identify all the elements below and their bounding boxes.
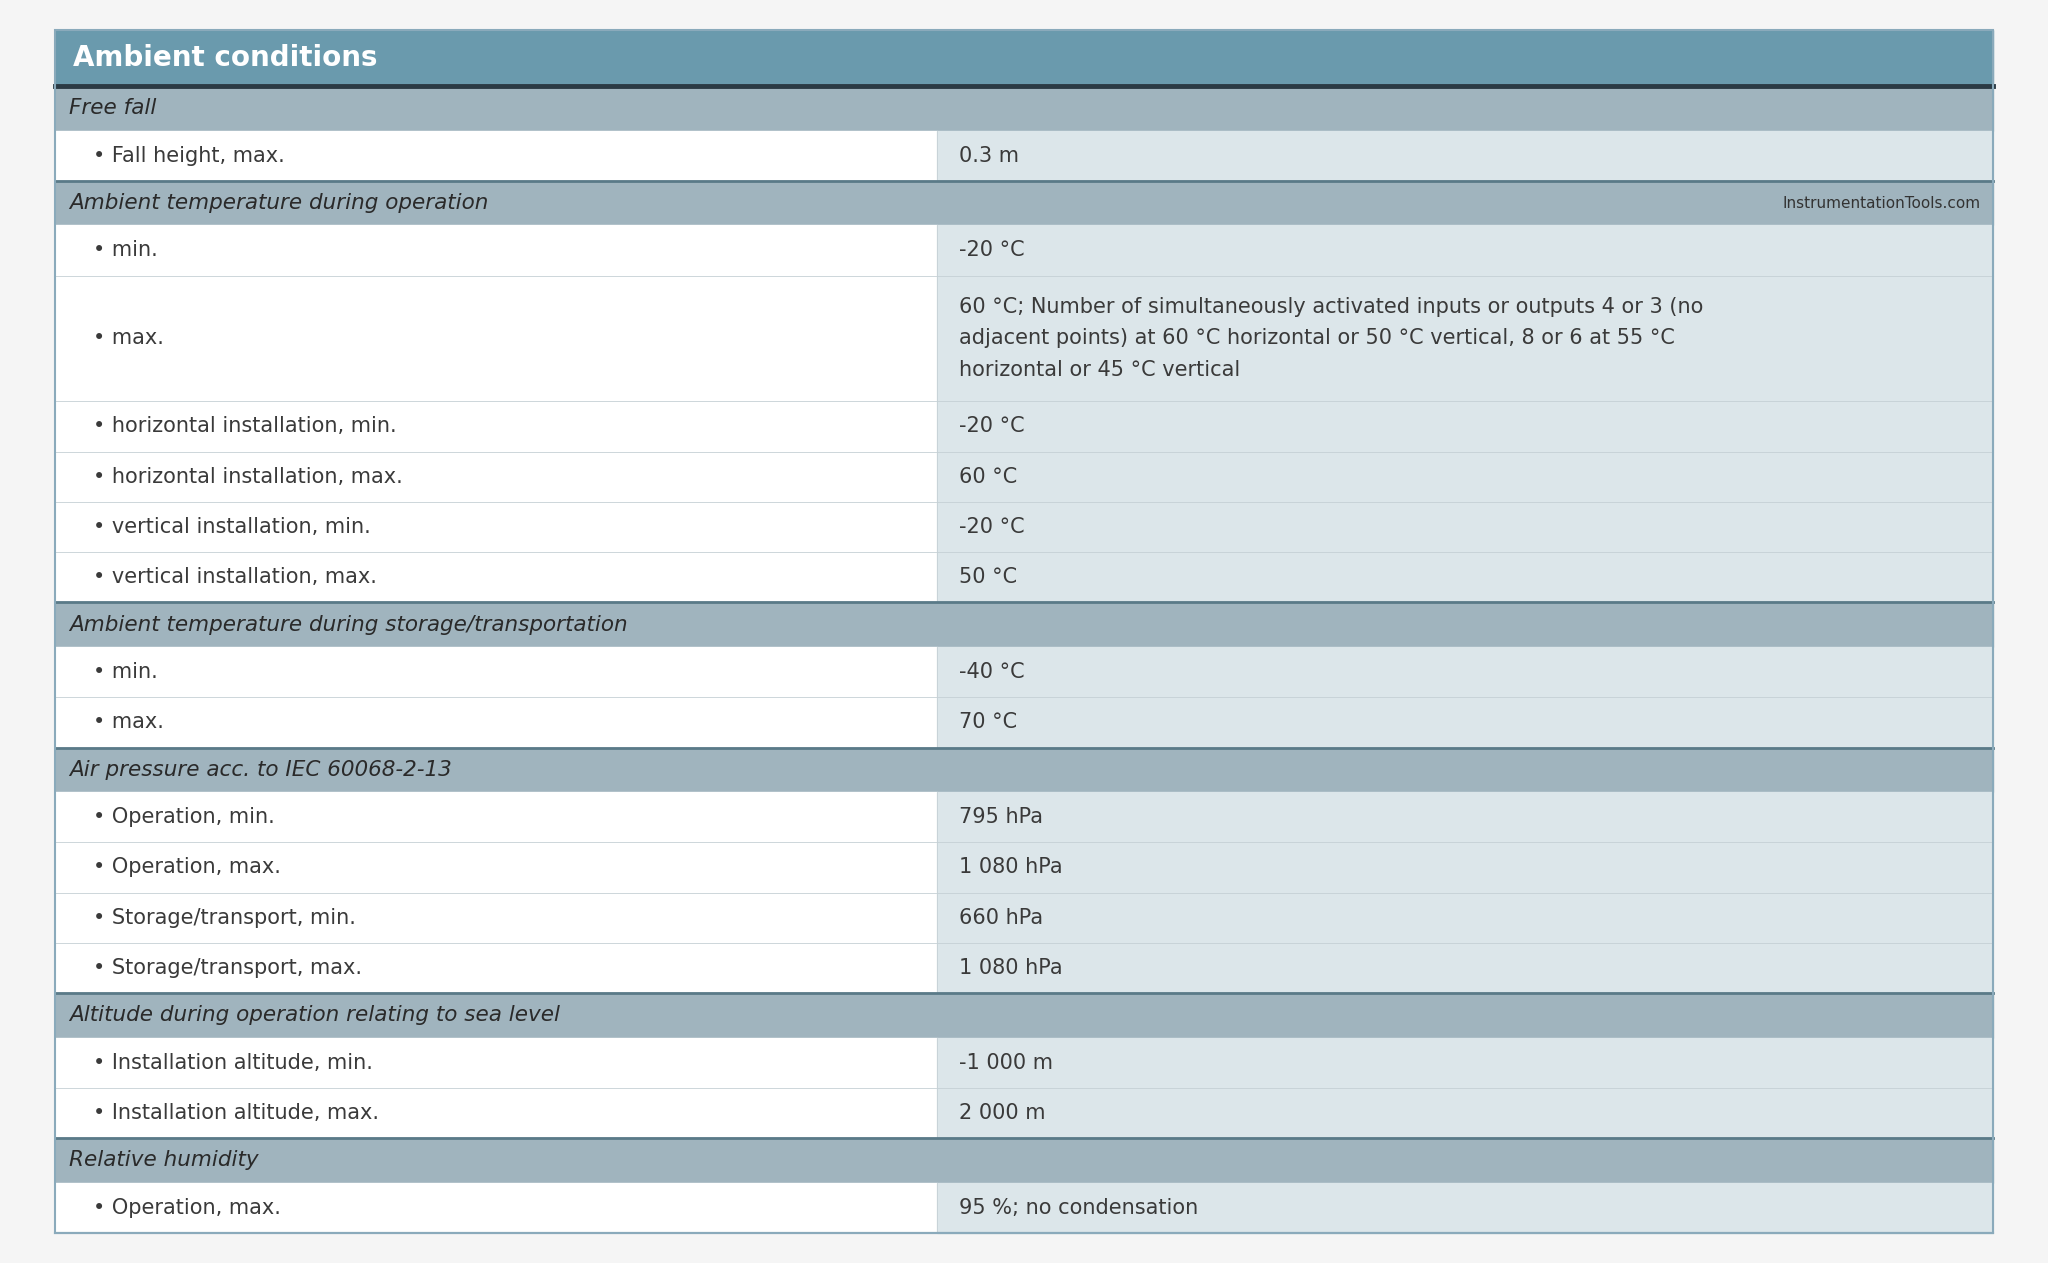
Bar	[55, 275, 936, 402]
Text: -1 000 m: -1 000 m	[958, 1053, 1053, 1072]
Text: InstrumentationTools.com: InstrumentationTools.com	[1784, 196, 1980, 211]
Text: • Installation altitude, max.: • Installation altitude, max.	[92, 1103, 379, 1123]
Text: • horizontal installation, max.: • horizontal installation, max.	[92, 467, 403, 486]
Text: • Storage/transport, max.: • Storage/transport, max.	[92, 959, 362, 978]
Bar	[936, 943, 1993, 993]
Text: 1 080 hPa: 1 080 hPa	[958, 959, 1063, 978]
Text: Relative humidity: Relative humidity	[70, 1151, 258, 1171]
Bar	[55, 1182, 936, 1233]
Text: 95 %; no condensation: 95 %; no condensation	[958, 1197, 1198, 1218]
Text: 50 °C: 50 °C	[958, 567, 1018, 587]
Text: Ambient conditions: Ambient conditions	[74, 44, 377, 72]
Bar	[936, 647, 1993, 697]
Text: 60 °C; Number of simultaneously activated inputs or outputs 4 or 3 (no: 60 °C; Number of simultaneously activate…	[958, 297, 1704, 317]
Bar	[55, 1087, 936, 1138]
Bar	[936, 1087, 1993, 1138]
Bar	[55, 1038, 936, 1087]
Text: • min.: • min.	[92, 240, 158, 260]
Text: horizontal or 45 °C vertical: horizontal or 45 °C vertical	[958, 360, 1239, 380]
Bar	[55, 943, 936, 993]
Text: • Installation altitude, min.: • Installation altitude, min.	[92, 1053, 373, 1072]
Bar	[936, 225, 1993, 275]
Text: • Fall height, max.: • Fall height, max.	[92, 145, 285, 165]
Text: 795 hPa: 795 hPa	[958, 807, 1042, 827]
Text: 660 hPa: 660 hPa	[958, 908, 1042, 928]
Bar	[55, 993, 1993, 1038]
Bar	[55, 402, 936, 452]
Bar	[936, 501, 1993, 552]
Text: Altitude during operation relating to sea level: Altitude during operation relating to se…	[70, 1005, 559, 1026]
Text: • horizontal installation, min.: • horizontal installation, min.	[92, 417, 397, 437]
Text: Free fall: Free fall	[70, 99, 156, 119]
Bar	[55, 697, 936, 748]
Text: • vertical installation, max.: • vertical installation, max.	[92, 567, 377, 587]
Text: Ambient temperature during operation: Ambient temperature during operation	[70, 193, 487, 213]
Text: -20 °C: -20 °C	[958, 417, 1024, 437]
Bar	[936, 275, 1993, 402]
Text: • vertical installation, min.: • vertical installation, min.	[92, 517, 371, 537]
Bar	[55, 1138, 1993, 1182]
Bar	[55, 748, 1993, 792]
Bar	[936, 402, 1993, 452]
Text: -20 °C: -20 °C	[958, 240, 1024, 260]
Bar	[55, 501, 936, 552]
Text: • Operation, max.: • Operation, max.	[92, 1197, 281, 1218]
Text: • Operation, max.: • Operation, max.	[92, 858, 281, 878]
Text: -40 °C: -40 °C	[958, 662, 1024, 682]
Text: 1 080 hPa: 1 080 hPa	[958, 858, 1063, 878]
Bar	[55, 30, 1993, 86]
Bar	[55, 225, 936, 275]
Text: Ambient temperature during storage/transportation: Ambient temperature during storage/trans…	[70, 615, 627, 635]
Bar	[55, 842, 936, 893]
Bar	[936, 842, 1993, 893]
Bar	[936, 893, 1993, 943]
Text: • max.: • max.	[92, 328, 164, 349]
Bar	[55, 552, 936, 602]
Text: • Storage/transport, min.: • Storage/transport, min.	[92, 908, 356, 928]
Bar	[55, 452, 936, 501]
Text: • max.: • max.	[92, 712, 164, 733]
Bar	[936, 792, 1993, 842]
Text: 60 °C: 60 °C	[958, 467, 1018, 486]
Bar	[936, 452, 1993, 501]
Bar	[936, 697, 1993, 748]
Text: 70 °C: 70 °C	[958, 712, 1018, 733]
Bar	[55, 647, 936, 697]
Bar	[55, 792, 936, 842]
Bar	[55, 86, 1993, 130]
Bar	[55, 130, 936, 181]
Bar	[936, 1038, 1993, 1087]
Bar	[55, 602, 1993, 647]
Bar	[936, 552, 1993, 602]
Text: adjacent points) at 60 °C horizontal or 50 °C vertical, 8 or 6 at 55 °C: adjacent points) at 60 °C horizontal or …	[958, 328, 1675, 349]
Bar	[55, 893, 936, 943]
Text: 2 000 m: 2 000 m	[958, 1103, 1044, 1123]
Text: -20 °C: -20 °C	[958, 517, 1024, 537]
Bar	[55, 181, 1993, 225]
Bar	[936, 130, 1993, 181]
Text: 0.3 m: 0.3 m	[958, 145, 1018, 165]
Bar	[936, 1182, 1993, 1233]
Text: • min.: • min.	[92, 662, 158, 682]
Text: • Operation, min.: • Operation, min.	[92, 807, 274, 827]
Text: Air pressure acc. to IEC 60068-2-13: Air pressure acc. to IEC 60068-2-13	[70, 760, 453, 779]
